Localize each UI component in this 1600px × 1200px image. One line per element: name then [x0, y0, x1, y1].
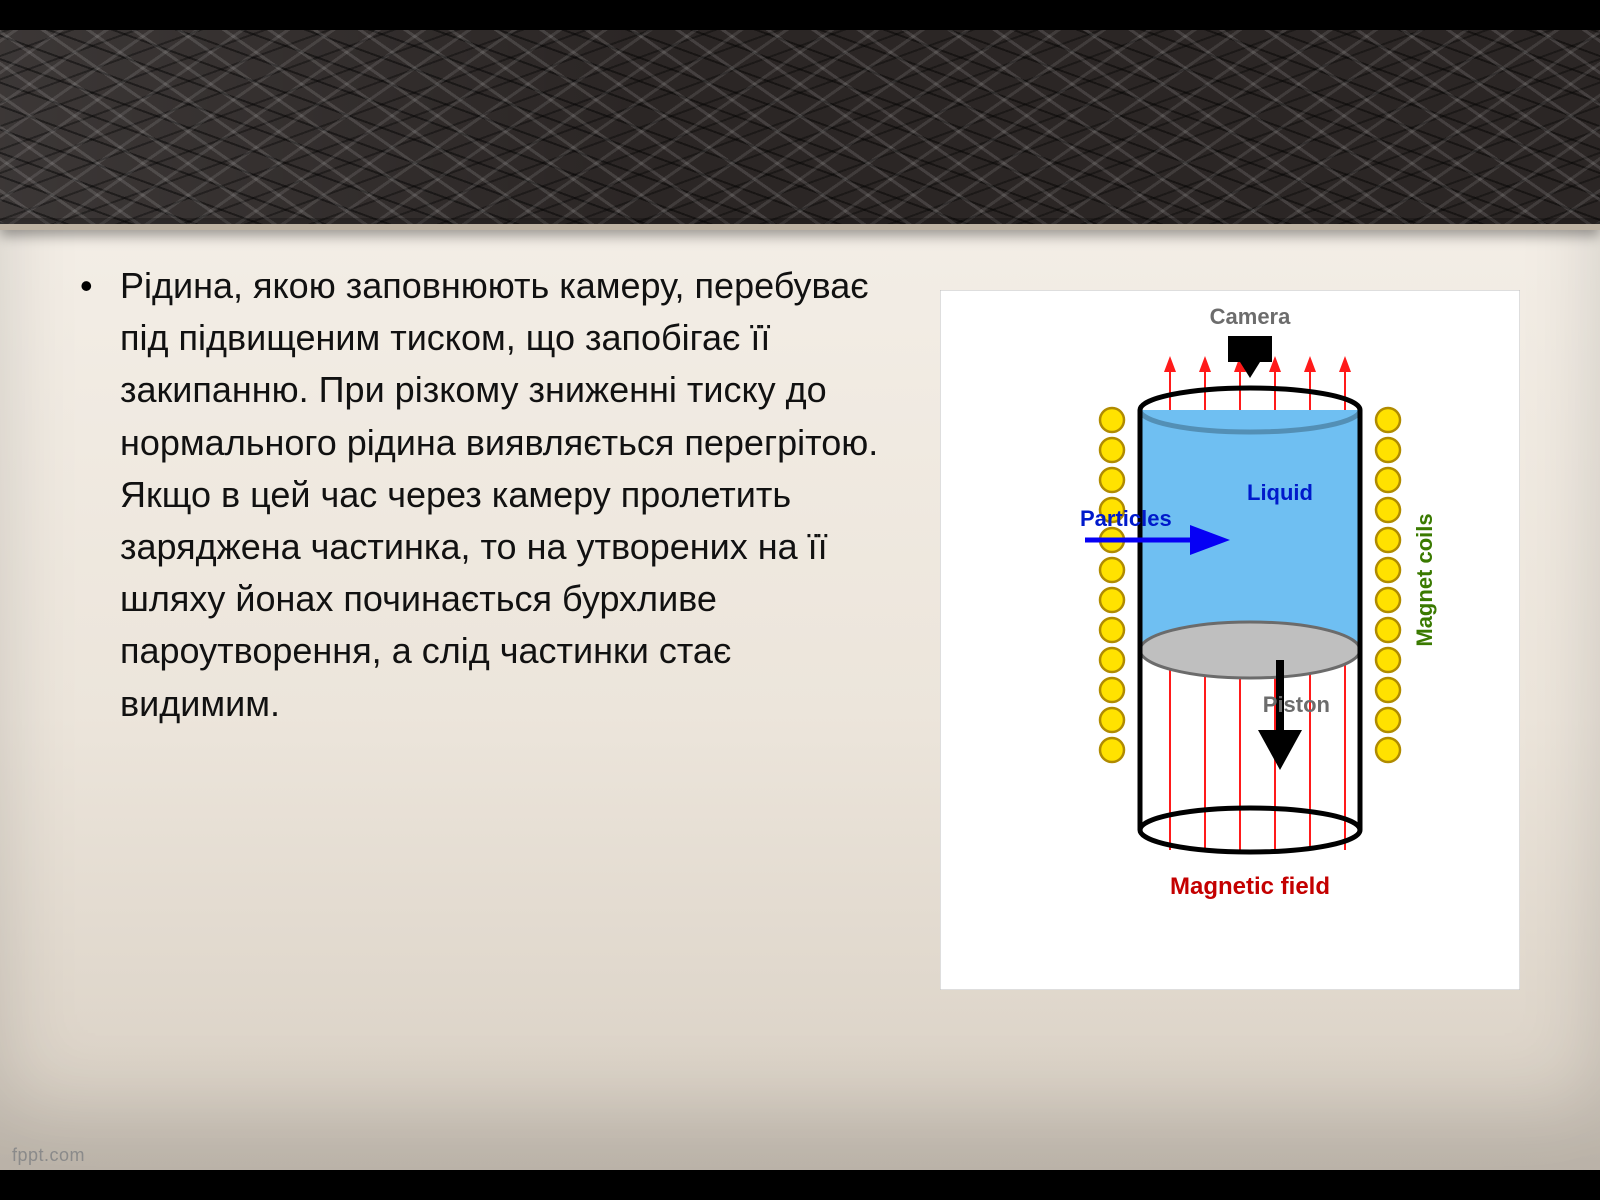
watermark: fppt.com [12, 1145, 85, 1166]
svg-text:Magnetic field: Magnetic field [1170, 873, 1330, 900]
bubble-chamber-diagram: Camera Liquid Particles Piston Magnet coils M… [940, 290, 1520, 990]
svg-text:Camera: Camera [1210, 304, 1291, 329]
slide: Рідина, якою заповнюють камеру, перебува… [0, 30, 1600, 1170]
figure-column: Camera Liquid Particles Piston Magnet coils M… [920, 260, 1540, 1130]
text-column: Рідина, якою заповнюють камеру, перебува… [70, 260, 880, 1130]
content-area: Рідина, якою заповнюють камеру, перебува… [70, 260, 1540, 1130]
svg-text:Piston: Piston [1263, 692, 1330, 717]
svg-text:Magnet coils: Magnet coils [1412, 513, 1437, 646]
svg-text:Particles: Particles [1080, 506, 1172, 531]
svg-text:Liquid: Liquid [1247, 480, 1313, 505]
bullet-text: Рідина, якою заповнюють камеру, перебува… [120, 265, 878, 724]
header-texture-band [0, 30, 1600, 230]
bullet-item: Рідина, якою заповнюють камеру, перебува… [70, 260, 880, 730]
